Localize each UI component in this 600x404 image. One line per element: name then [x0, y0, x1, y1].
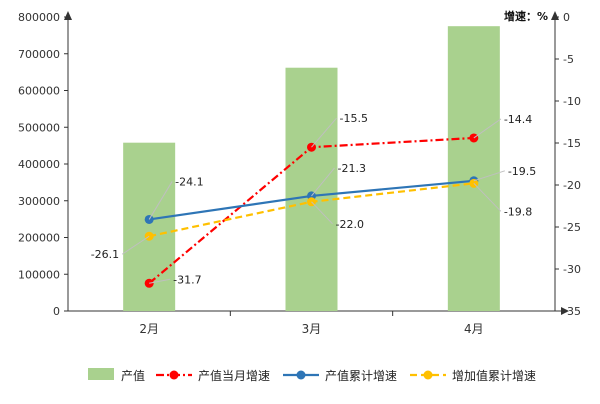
left-axis-tick-label: 200000 — [18, 232, 60, 245]
right-axis-tick-label: 0 — [563, 11, 570, 24]
right-axis-arrow — [551, 11, 559, 20]
data-label-leader — [311, 167, 335, 197]
bar-产值 — [447, 26, 500, 311]
data-label: -26.1 — [91, 248, 119, 261]
left-axis-arrow — [64, 11, 72, 20]
x-axis-arrow — [561, 307, 569, 315]
left-axis-tick-label: 0 — [53, 305, 60, 318]
data-label: -24.1 — [175, 175, 203, 188]
data-label-leader — [473, 170, 505, 182]
x-axis-category-label: 4月 — [464, 322, 484, 336]
right-axis-tick-label: -15 — [563, 137, 581, 150]
legend-label: 产值当月增速 — [198, 368, 270, 383]
right-axis-tick-label: -5 — [563, 53, 574, 66]
left-axis-tick-label: 800000 — [18, 11, 60, 24]
left-axis-tick-label: 100000 — [18, 268, 60, 281]
data-label: -19.5 — [508, 165, 536, 178]
legend-swatch-产值 — [88, 368, 114, 380]
left-axis-tick-label: 700000 — [18, 48, 60, 61]
legend-marker-增加值累计增速 — [423, 370, 433, 380]
legend-label: 产值 — [121, 368, 145, 383]
legend-label: 产值累计增速 — [325, 368, 397, 383]
data-label-leader — [473, 182, 502, 212]
legend-marker-产值累计增速 — [296, 370, 306, 380]
data-label: -21.3 — [338, 162, 366, 175]
bar-产值 — [285, 67, 338, 311]
data-label-leader — [148, 181, 173, 220]
x-axis-category-label: 3月 — [302, 322, 322, 336]
data-label: -14.4 — [504, 113, 532, 126]
data-label-leader — [311, 117, 337, 148]
data-label-leader — [149, 278, 171, 284]
data-label-leader — [473, 118, 502, 139]
right-axis-tick-label: -20 — [563, 179, 581, 192]
left-axis-tick-label: 300000 — [18, 195, 60, 208]
left-axis-tick-label: 500000 — [18, 121, 60, 134]
right-axis-unit-label: 增速：% — [504, 9, 548, 23]
data-label: -22.0 — [336, 218, 364, 231]
right-axis-tick-label: -10 — [563, 95, 581, 108]
data-label-leader — [121, 235, 150, 255]
data-label: -31.7 — [173, 273, 201, 286]
legend-marker-产值当月增速 — [169, 370, 179, 380]
right-axis-tick-label: -30 — [563, 263, 581, 276]
data-label: -19.8 — [504, 205, 532, 218]
legend-label: 增加值累计增速 — [452, 368, 536, 383]
left-axis-tick-label: 600000 — [18, 85, 60, 98]
data-label-leader — [311, 201, 333, 225]
right-axis-tick-label: -25 — [563, 221, 581, 234]
left-axis-tick-label: 400000 — [18, 158, 60, 171]
right-axis-tick-label: -35 — [563, 305, 581, 318]
data-label: -15.5 — [340, 112, 368, 125]
x-axis-category-label: 2月 — [139, 322, 159, 336]
